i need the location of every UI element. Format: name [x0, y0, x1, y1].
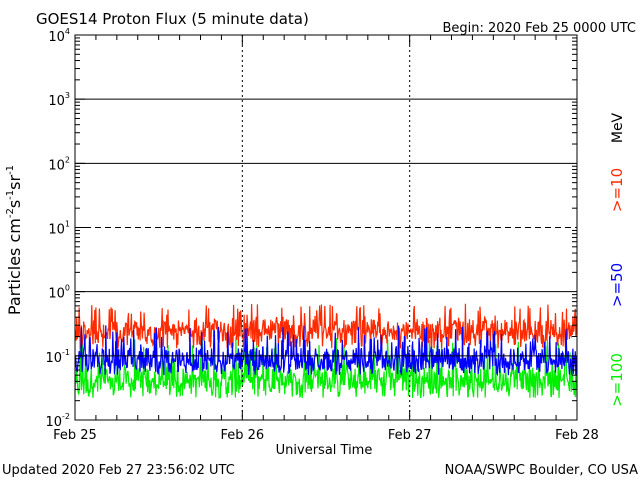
- begin-date: Begin: 2020 Feb 25 0000 UTC: [442, 21, 636, 36]
- x-tick-labels: Feb 25 Feb 26 Feb 27 Feb 28: [53, 428, 599, 443]
- legend-item-10mev: >=10: [608, 168, 626, 212]
- series-layer: [74, 303, 578, 399]
- updated-timestamp: Updated 2020 Feb 27 23:56:02 UTC: [2, 463, 235, 478]
- y-tick-label: 102: [48, 155, 70, 173]
- x-axis-label: Universal Time: [276, 443, 373, 458]
- y-tick-labels: 104 103 102 101 100 10-1 10-2: [45, 27, 70, 430]
- legend-item-50mev: >=50: [608, 263, 626, 307]
- y-tick-label: 10-1: [45, 348, 70, 366]
- chart-title: GOES14 Proton Flux (5 minute data): [36, 10, 309, 28]
- y-tick-label: 103: [48, 91, 70, 109]
- x-tick-label: Feb 27: [388, 428, 432, 443]
- y-tick-label: 104: [48, 27, 70, 45]
- y-tick-label: 101: [48, 220, 70, 238]
- credit-text: NOAA/SWPC Boulder, CO USA: [445, 463, 638, 478]
- x-tick-label: Feb 25: [53, 428, 97, 443]
- series-line-50mev: [74, 325, 578, 377]
- grid-layer: [74, 34, 578, 421]
- y-tick-label: 10-2: [45, 412, 70, 430]
- legend-item-100mev: >=100: [608, 353, 626, 407]
- legend-unit: MeV: [610, 112, 626, 143]
- y-axis-label: Particles cm-2s-1sr-1: [5, 165, 24, 315]
- series-line-100mev: [74, 336, 578, 399]
- plot-frame: [74, 34, 578, 421]
- y-tick-label: 100: [48, 284, 70, 302]
- x-tick-label: Feb 26: [220, 428, 264, 443]
- x-tick-label: Feb 28: [555, 428, 599, 443]
